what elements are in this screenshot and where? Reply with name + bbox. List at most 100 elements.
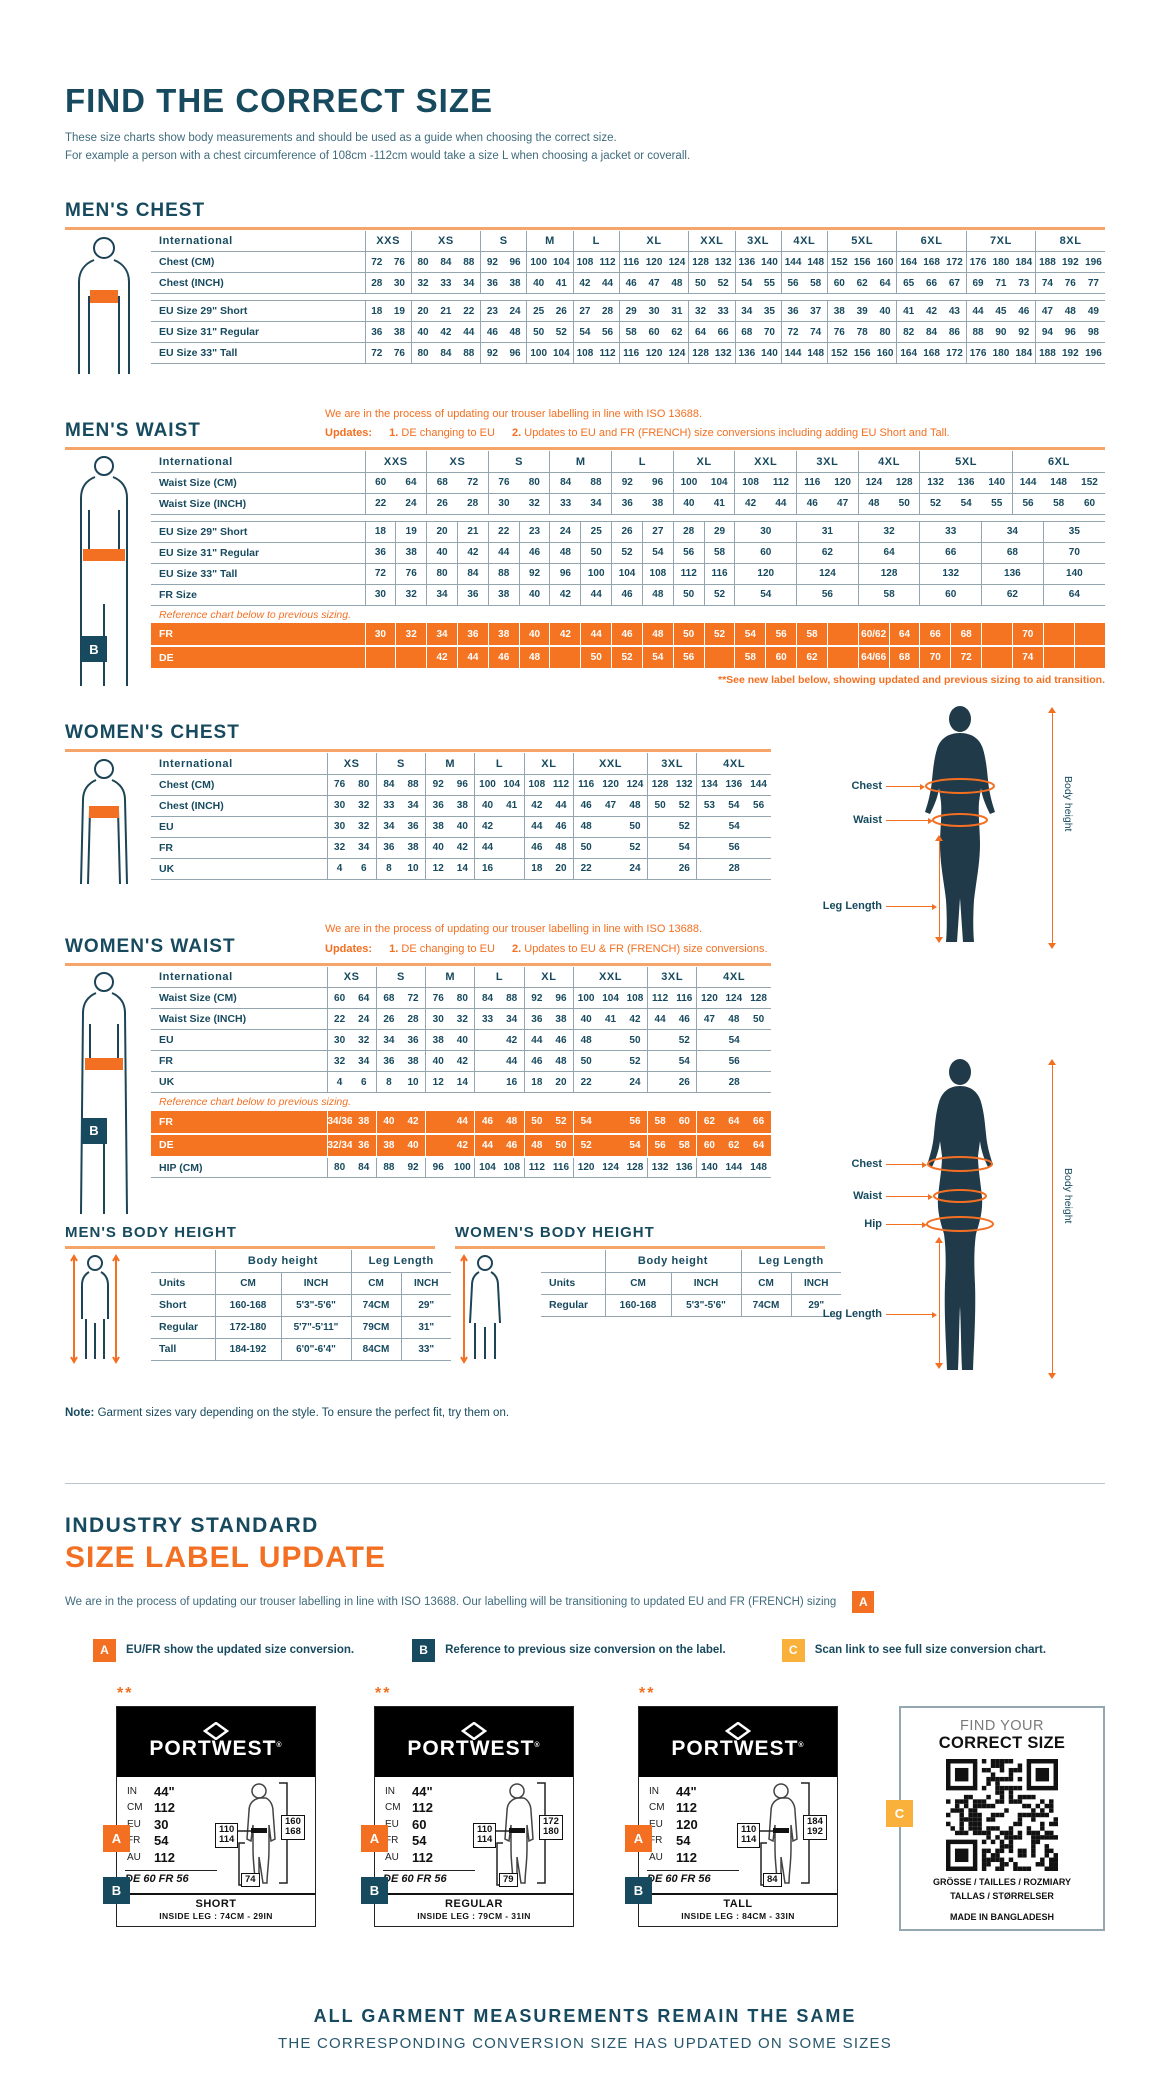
chest-arrow — [886, 783, 925, 790]
table-cell: EU Size 31" Regular — [151, 321, 365, 344]
table-cell: 64 — [746, 1133, 771, 1158]
inside-leg: INSIDE LEG : 79CM - 31IN — [417, 1910, 531, 1921]
label-size-row: CM 112 — [127, 1800, 175, 1816]
table-cell: 49 — [1081, 300, 1105, 323]
size-data-rows: IN 44" CM 112 EU 120 FR 54 AU 112 — [649, 1783, 731, 1866]
table-cell: CM — [604, 1272, 671, 1295]
table-cell: 66 — [919, 542, 982, 564]
label-size-row: FR 54 — [127, 1833, 169, 1849]
size-data-rows: IN 44" CM 112 EU 30 FR 54 AU 112 — [127, 1783, 209, 1866]
fit-variant: TALL — [723, 1897, 753, 1910]
industry-standard-heading: INDUSTRY STANDARD — [65, 1513, 319, 1537]
table-cell: 42 — [434, 321, 458, 344]
table-cell: 38 — [450, 795, 475, 817]
label-size-row: FR 54 — [649, 1833, 691, 1849]
table-cell: 54 — [572, 321, 597, 344]
table-cell: L — [611, 451, 674, 473]
table-cell: 160-168 — [214, 1294, 281, 1317]
table-cell: 124 — [857, 472, 890, 494]
footer-line-1: ALL GARMENT MEASUREMENTS REMAIN THE SAME — [313, 2005, 857, 2026]
womens-waist-header: WOMEN'S WAIST We are in the process of u… — [65, 914, 1105, 958]
table-cell: 184 — [1012, 342, 1036, 365]
portwest-logo: PORTWEST® — [375, 1706, 573, 1777]
table-cell: M — [425, 966, 475, 989]
table-cell: 38 — [425, 816, 451, 838]
table-cell: 44 — [580, 584, 612, 606]
table-cell: 76 — [388, 342, 412, 365]
table-cell: 80 — [410, 251, 435, 274]
table-cell: 66 — [920, 272, 944, 295]
table-cell: 34/36 — [326, 1110, 352, 1135]
table-cell: 28 — [672, 521, 705, 543]
table-cell: M — [549, 451, 612, 473]
table-cell: 6XL — [896, 230, 967, 253]
table-cell: FR — [151, 1050, 327, 1073]
table-cell: 56 — [1011, 493, 1044, 515]
table-cell: 46 — [487, 646, 520, 671]
table-cell: 29" — [790, 1294, 841, 1317]
table-cell: 25 — [580, 521, 612, 543]
womens-waist-figure-icon — [69, 970, 139, 1225]
table-cell: 84 — [549, 472, 581, 494]
section-divider — [65, 1482, 1105, 1484]
table-cell: 5XL — [919, 451, 1013, 473]
table-cell: S — [375, 753, 426, 775]
table-cell: 34 — [375, 1029, 401, 1052]
table-cell: 28 — [696, 858, 771, 880]
table-cell: 48 — [721, 1008, 747, 1031]
table-cell: 50 — [523, 1110, 549, 1135]
table-cell: 44 — [523, 816, 549, 838]
waist-measure-box: 110 114 — [737, 1822, 761, 1849]
table-cell: 3XL — [647, 966, 697, 989]
table-cell: 88 — [400, 774, 426, 796]
table-cell: 38 — [826, 300, 851, 323]
table-cell: 48 — [548, 1050, 574, 1073]
table-cell: 140 — [758, 251, 782, 274]
female-hip-label: Hip — [864, 1218, 882, 1231]
table-cell: 88 — [965, 321, 990, 344]
table-cell: Chest (INCH) — [151, 795, 327, 817]
table-cell: 33 — [434, 272, 458, 295]
table-cell: FR Size — [151, 584, 365, 606]
table-cell: 30 — [425, 1008, 451, 1031]
table-cell: 77 — [1081, 272, 1105, 295]
womens-waist-note: We are in the process of updating our tr… — [325, 920, 768, 960]
table-cell: 128 — [688, 251, 712, 274]
table-cell: 54 — [696, 816, 771, 838]
table-cell: 46 — [548, 816, 574, 838]
table-cell: 24 — [351, 1008, 377, 1031]
table-cell: 38 — [487, 584, 520, 606]
table-cell: 27 — [572, 300, 597, 323]
table-cell: 48 — [857, 493, 890, 515]
table-cell: 64 — [688, 321, 712, 344]
table-cell — [647, 858, 673, 880]
table-cell: 104 — [474, 1156, 500, 1179]
table-cell: 54 — [950, 493, 982, 515]
female-waist-label: Waist — [853, 1190, 882, 1203]
table-cell: 36 — [400, 1029, 426, 1052]
table-cell: 14 — [450, 1071, 475, 1094]
table-cell: 52 — [573, 1133, 599, 1158]
table-cell: 38 — [400, 1050, 426, 1073]
table-cell: 42 — [549, 623, 581, 648]
table-cell: 36 — [351, 1133, 377, 1158]
table-cell: 188 — [1035, 342, 1059, 365]
table-cell: 33 — [474, 1008, 500, 1031]
previous-sizing: DE 60 FR 56 — [647, 1872, 711, 1885]
table-cell: 152 — [826, 251, 851, 274]
table-cell: 46 — [611, 584, 643, 606]
table-cell: 84 — [375, 774, 401, 796]
table-cell: 16 — [474, 858, 500, 880]
table-cell: 44 — [596, 272, 620, 295]
mens-chest-title: MEN'S CHEST — [65, 199, 206, 221]
inside-leg: INSIDE LEG : 74CM - 29IN — [159, 1910, 273, 1921]
table-cell: 42 — [426, 646, 458, 671]
table-cell: 92 — [480, 251, 504, 274]
table-cell: 48 — [641, 623, 674, 648]
note-line: Updates: 1. DE changing to EU 2. Updates… — [325, 424, 950, 444]
table-cell: 36 — [523, 1008, 549, 1031]
table-cell: 136 — [734, 342, 759, 365]
table-cell: 60 — [696, 1133, 722, 1158]
leg-length-arrow — [935, 1237, 944, 1370]
table-cell: 38 — [395, 542, 427, 564]
